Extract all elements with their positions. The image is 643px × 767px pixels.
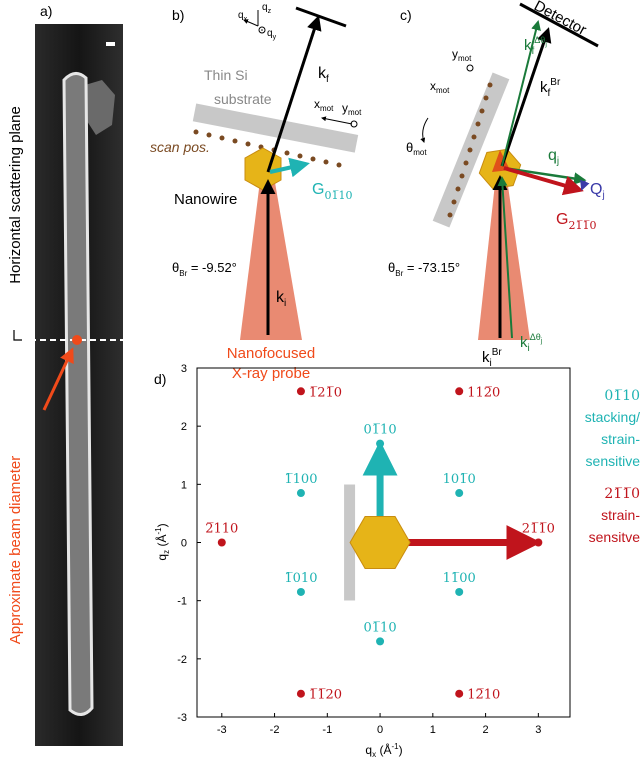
figure: a) Horizontal scattering plane Approxima…: [0, 0, 643, 767]
panel-a: a) Horizontal scattering plane Approxima…: [7, 3, 123, 746]
y-tick-label: 2: [181, 421, 187, 433]
point-label: 11̅00: [443, 571, 476, 586]
y-tick-label: 3: [181, 363, 187, 375]
beam-label: Approximate beam diameter: [7, 456, 24, 644]
panel-b: b) qx qz qy kf ki Thin Si substrate scan…: [150, 2, 362, 382]
x-tick-label: -3: [217, 724, 227, 736]
x-axis-label: qx (Å-1): [365, 742, 402, 759]
nanowire-label: Nanowire: [174, 191, 237, 208]
beam: [478, 165, 530, 340]
nanowire: [64, 73, 92, 714]
x-tick-label: 2: [483, 724, 489, 736]
point-label: 1̅010: [284, 571, 317, 586]
x-mot: xmot: [430, 79, 450, 95]
plane-label: Horizontal scattering plane: [7, 106, 24, 284]
beam: [240, 165, 302, 340]
panel-c: c) Detector kfΔθj kfBr ymot xmot θmot qj…: [388, 0, 605, 369]
detector-label: Detector: [531, 0, 589, 39]
panel-label: c): [400, 7, 412, 23]
point-label: 1̅21̅0: [309, 385, 342, 400]
panel-label: d): [154, 371, 166, 387]
k-f-dtheta-arrow: [502, 22, 538, 166]
k-f-br-label: kfBr: [540, 77, 561, 99]
scale-bar: [106, 42, 115, 46]
k-f-arrow: [268, 18, 318, 172]
theta-label: θBr = -73.15°: [388, 260, 460, 278]
scan-label: scan pos.: [150, 139, 210, 155]
theta-mot: θmot: [406, 140, 427, 157]
point: [455, 588, 463, 596]
point-label: 1̅100: [284, 472, 317, 487]
point: [376, 440, 384, 448]
y-mot: ymot: [452, 47, 472, 63]
annotation: stacking/: [585, 409, 640, 425]
point-label: 01̅10: [364, 620, 397, 635]
point-label: 21̅1̅0: [522, 522, 555, 537]
annotation: strain-: [601, 431, 640, 447]
point: [297, 588, 305, 596]
y-tick-label: -3: [177, 712, 187, 724]
q-z: qz: [262, 2, 272, 15]
point: [455, 489, 463, 497]
substrate-label: Thin Si: [204, 67, 248, 83]
y-tick-label: -1: [177, 596, 187, 608]
y-tick-label: -2: [177, 654, 187, 666]
g-label: G21̅1̅0: [556, 211, 596, 232]
annotation: strain-: [601, 507, 640, 523]
x-tick-label: -1: [322, 724, 332, 736]
g-label: G01̅10: [312, 181, 352, 202]
x-mot: xmot: [314, 97, 334, 113]
point-label: 112̅0: [467, 385, 500, 400]
nanowire: [350, 517, 410, 569]
point: [534, 539, 542, 547]
point: [297, 489, 305, 497]
point-label: 2̅110: [205, 522, 238, 537]
y-mot: ymot: [342, 101, 362, 117]
annotation: 01̅10: [604, 388, 640, 404]
x-tick-label: 3: [535, 724, 541, 736]
detector: [296, 8, 346, 26]
annotation: sensitive: [586, 453, 641, 469]
bracket: [14, 330, 22, 340]
point: [297, 387, 305, 395]
Q-arrow: [582, 181, 585, 189]
q-label: qj: [548, 147, 559, 167]
q-y: qy: [267, 28, 277, 41]
point-label: 01̅10: [364, 423, 397, 438]
x-tick-label: 1: [430, 724, 436, 736]
probe-label: Nanofocused: [227, 345, 315, 362]
point-label: 12̅10: [467, 688, 500, 703]
substrate-label: substrate: [214, 91, 272, 107]
x-tick-label: 0: [377, 724, 383, 736]
theta-label: θBr = -9.52°: [172, 260, 237, 278]
k-f-label: kf: [318, 65, 329, 85]
point: [376, 637, 384, 645]
k-i-dtheta-label: kiΔθj: [520, 332, 543, 354]
q-x: qx: [238, 10, 248, 23]
beam-spot: [72, 335, 82, 345]
annotation: 21̅1̅0: [604, 486, 640, 502]
annotation: sensitve: [589, 529, 641, 545]
panel-label: b): [172, 7, 184, 23]
y-tick-label: 0: [181, 538, 187, 550]
y-axis-label: qz (Å-1): [154, 523, 171, 560]
point: [455, 690, 463, 698]
point: [297, 690, 305, 698]
k-i-br-label: kiBr: [482, 347, 502, 369]
point: [455, 387, 463, 395]
point: [218, 539, 226, 547]
y-tick-label: 1: [181, 479, 187, 491]
x-tick-label: -2: [270, 724, 280, 736]
panel-label: a): [40, 3, 52, 19]
point-label: 101̅0: [443, 472, 476, 487]
point-label: 1̅1̅20: [309, 688, 342, 703]
Q-label: Qj: [590, 181, 605, 201]
